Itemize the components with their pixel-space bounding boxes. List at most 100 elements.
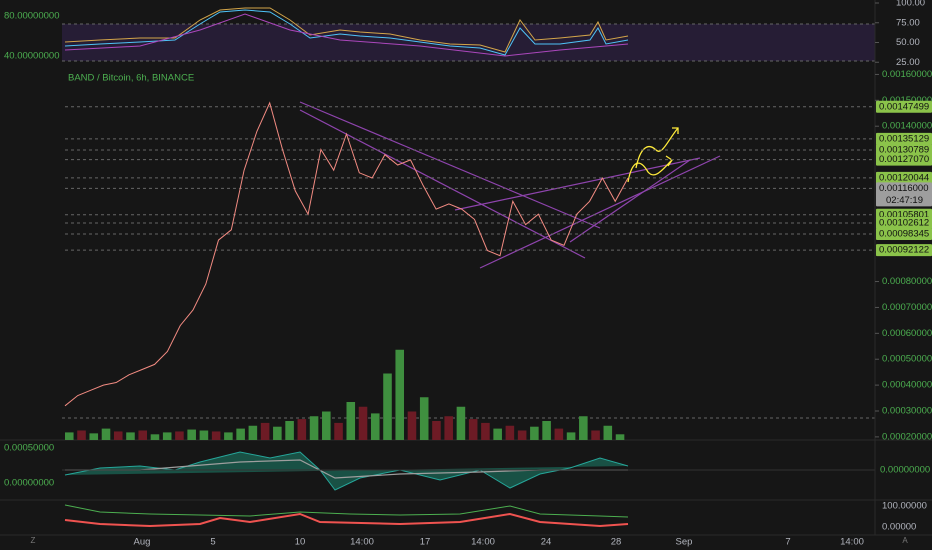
volume-bar — [187, 429, 196, 440]
volume-bar — [285, 421, 294, 440]
volume-bar — [542, 421, 551, 440]
price-level-label: 0.00130789 — [879, 145, 929, 156]
stoch-line — [64, 9, 629, 56]
volume-bar — [273, 426, 282, 440]
symbol-title: BAND / Bitcoin, 6h, BINANCE — [68, 73, 194, 84]
icon-label: A — [902, 536, 908, 545]
y-tick-label: 0.00150000 — [882, 95, 932, 106]
price-level-box — [876, 100, 932, 113]
x-tick-label: 24 — [541, 537, 552, 548]
x-tick-label: 17 — [420, 537, 431, 548]
oscillator-left-label: 0.00000000 — [4, 478, 54, 489]
y-tick-label: 0.00080000 — [882, 276, 932, 287]
volume-bar — [199, 430, 209, 440]
volume-bar — [248, 425, 258, 440]
price-level-box — [876, 244, 932, 257]
price-level-box — [876, 217, 932, 230]
volume-bar — [407, 411, 417, 440]
x-tick-label: Aug — [134, 537, 151, 548]
price-level-label: 0.00092122 — [879, 245, 929, 256]
volume-bar — [517, 430, 527, 440]
x-tick-label: 14:00 — [840, 537, 864, 548]
volume-bar — [419, 397, 429, 440]
x-tick-label: 14:00 — [471, 537, 495, 548]
countdown: 02:47:19 — [886, 195, 923, 206]
x-tick-label: Sep — [676, 537, 693, 548]
icon-label: Z — [31, 536, 36, 545]
volume-bar — [530, 426, 539, 440]
x-tick-label: 28 — [611, 537, 622, 548]
volume-bar — [591, 430, 600, 440]
price-level-label: 0.00147499 — [879, 101, 929, 112]
rsi-line — [64, 7, 629, 53]
oscillator-left-label: 0.00050000 — [4, 443, 54, 454]
x-tick-label: 10 — [295, 537, 306, 548]
last-price-label: 0.00116000 — [879, 183, 929, 194]
price-level-box — [876, 228, 932, 241]
y-tick-label: 0.00030000 — [882, 406, 932, 417]
y-tick-label: 0.00060000 — [882, 328, 932, 339]
y-tick-label: 0.00040000 — [882, 380, 932, 391]
volume-bar — [346, 402, 356, 440]
volume-bar — [358, 406, 368, 440]
x-tick-label: 14:00 — [350, 537, 374, 548]
volume-bar — [322, 411, 331, 440]
volume-bar — [175, 431, 184, 440]
y-tick-label: 0.00050000 — [882, 354, 932, 365]
volume-bar — [383, 373, 392, 440]
volume-bar — [224, 432, 233, 440]
bottom-label: 0.00000 — [882, 522, 916, 533]
price-level-box — [876, 153, 932, 166]
rsi-left-label: 40.00000000 — [4, 51, 59, 62]
volume-bar — [138, 430, 148, 440]
rsi-ma — [64, 13, 629, 57]
volume-bar — [162, 432, 172, 440]
rsi-tick-label: 75.00 — [896, 17, 920, 28]
volume-bar — [468, 419, 478, 440]
volume-bar — [65, 432, 74, 440]
rsi-tick-label: 25.00 — [896, 57, 920, 68]
volume-bar — [493, 428, 502, 440]
trendlines — [299, 101, 721, 269]
price-level-box — [876, 144, 932, 157]
oscillator-signal — [65, 459, 628, 479]
volume-bar — [579, 416, 588, 440]
y-tick-label: 0.00070000 — [882, 302, 932, 313]
last-price-box — [876, 182, 932, 207]
volume-bar — [456, 406, 466, 440]
volume-bar — [370, 413, 380, 440]
rsi-tick-label: 50.00 — [896, 37, 920, 48]
volume-bar — [260, 422, 270, 440]
oscillator-right-label: 0.00000000 — [880, 465, 930, 476]
y-tick-label: 0.00140000 — [882, 121, 932, 132]
volume-bar — [236, 428, 245, 440]
bottom-line-red — [64, 512, 629, 528]
volume-bar — [77, 430, 86, 440]
volume-bar — [395, 349, 405, 440]
y-tick-label: 0.00020000 — [882, 431, 932, 442]
price-level-label: 0.00102612 — [879, 218, 929, 229]
volume-bar — [554, 428, 564, 440]
rsi-tick-label: 100.00 — [896, 0, 925, 9]
volume-bar — [334, 422, 343, 440]
price-level-label: 0.00105801 — [879, 209, 929, 220]
volume-bar — [89, 433, 99, 440]
x-tick-label: 7 — [785, 537, 790, 548]
volume-bar — [297, 419, 307, 440]
volume-bar — [150, 434, 160, 440]
volume-bar — [126, 432, 135, 440]
volume-bar — [505, 425, 515, 440]
volume-bar — [615, 434, 625, 440]
price-level-box — [876, 132, 932, 145]
rsi-band — [62, 24, 875, 61]
price-level-label: 0.00127070 — [879, 154, 929, 165]
price-line — [64, 101, 629, 407]
x-tick-label: 5 — [210, 537, 215, 548]
volume-bar — [211, 431, 221, 440]
volume-bar — [309, 416, 319, 440]
volume-bar — [481, 422, 490, 440]
bottom-label: 100.00000 — [882, 501, 927, 512]
bottom-line-green — [64, 504, 629, 518]
y-tick-label: 0.00160000 — [882, 69, 932, 80]
